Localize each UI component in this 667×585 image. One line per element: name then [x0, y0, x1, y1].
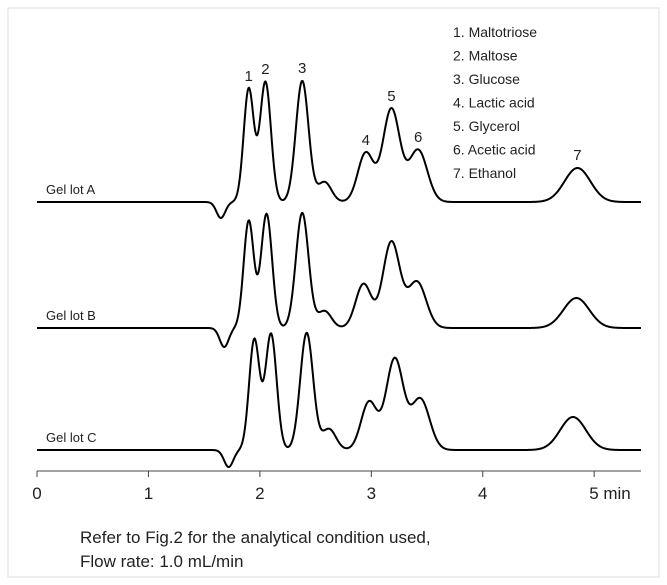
- peak-label: 5: [387, 88, 395, 105]
- trace-name: Gel lot A: [46, 182, 95, 197]
- peak-label: 6: [414, 129, 422, 146]
- peak-label: 7: [573, 147, 581, 164]
- x-tick-label: 2: [255, 484, 264, 503]
- trace: [37, 211, 641, 348]
- legend-entry: 1. Maltotriose: [453, 24, 537, 40]
- legend-entry: 4. Lactic acid: [453, 95, 535, 111]
- peak-label: 2: [261, 61, 269, 78]
- caption: Flow rate: 1.0 mL/min: [80, 552, 243, 571]
- peak-label: 1: [245, 68, 253, 85]
- peak-label: 4: [362, 132, 370, 149]
- trace: [37, 331, 641, 468]
- x-tick-label: 3: [367, 484, 376, 503]
- frame: [7, 7, 660, 578]
- caption: Refer to Fig.2 for the analytical condit…: [80, 528, 431, 547]
- trace-name: Gel lot C: [46, 430, 97, 445]
- peak-label: 3: [298, 60, 306, 77]
- trace: [37, 79, 641, 220]
- legend-entry: 7. Ethanol: [453, 165, 516, 181]
- x-tick-label: 1: [144, 484, 153, 503]
- legend-entry: 2. Maltose: [453, 48, 518, 64]
- legend-entry: 6. Acetic acid: [453, 142, 536, 158]
- x-tick-label: 0: [32, 484, 41, 503]
- x-tick-label: 4: [478, 484, 487, 503]
- legend-entry: 3. Glucose: [453, 71, 520, 87]
- trace-name: Gel lot B: [46, 308, 96, 323]
- x-tick-label: 5 min: [589, 484, 631, 503]
- legend-entry: 5. Glycerol: [453, 118, 520, 134]
